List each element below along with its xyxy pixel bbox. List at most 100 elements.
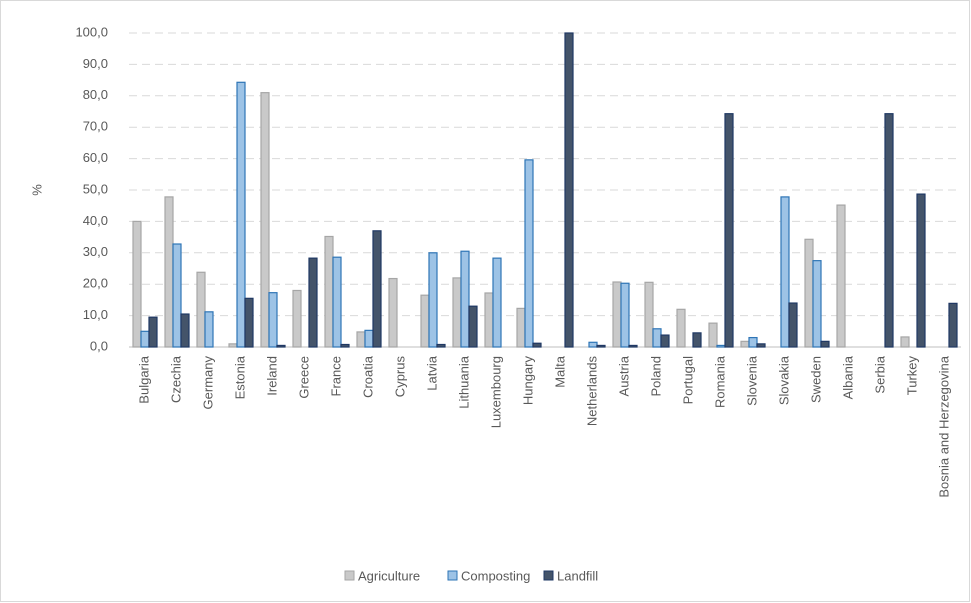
x-tick-label: Hungary [520,356,535,406]
bar [340,343,350,348]
y-tick-label: 80,0 [83,87,108,102]
x-tick-label: Netherlands [584,356,599,427]
bar [716,344,726,348]
bar [596,344,606,348]
bar [332,256,342,348]
x-tick-label: Greece [296,356,311,399]
bar [308,257,318,348]
legend-label: Agriculture [358,568,420,583]
bar [620,282,630,348]
x-tick-label: France [328,356,343,396]
x-tick-label: Austria [616,355,631,396]
bar [884,113,894,348]
y-tick-label: 0,0 [90,338,108,353]
x-tick-label: Lithuania [456,355,471,409]
y-tick-label: 20,0 [83,276,108,291]
x-tick-label: Turkey [904,356,919,396]
bar [676,308,686,348]
bar [468,305,478,348]
y-tick-label: 90,0 [83,56,108,71]
x-tick-label: Bosnia and Herzegovina [936,355,951,497]
bar [244,297,254,348]
bar [644,281,654,348]
bar [532,342,542,348]
y-tick-label: 70,0 [83,119,108,134]
bar [804,238,814,348]
y-tick-label: 60,0 [83,150,108,165]
bar [588,341,598,348]
x-tick-label: Romania [712,355,727,408]
bar [452,277,462,348]
bar [780,196,790,348]
bar [948,302,958,348]
bar [260,92,270,348]
legend-swatch [543,570,554,581]
bar [748,336,758,348]
bar [788,302,798,348]
bar [420,294,430,348]
bar [484,292,494,348]
bar [388,277,398,348]
legend-swatch [344,570,355,581]
bar [436,343,446,348]
y-tick-label: 40,0 [83,213,108,228]
x-tick-label: Czechia [168,355,183,403]
y-tick-label: 30,0 [83,244,108,259]
x-tick-label: Ireland [264,356,279,396]
bar [812,260,822,348]
legend-swatch [447,570,458,581]
x-tick-label: Albania [840,355,855,399]
x-tick-label: Estonia [232,355,247,399]
bar [708,322,718,348]
bar [372,230,382,348]
bar [492,257,502,348]
bar [652,328,662,348]
y-tick-label: 50,0 [83,181,108,196]
x-tick-label: Sweden [808,356,823,403]
bar [204,311,214,348]
bar [628,344,638,348]
bar [148,316,158,348]
bar [564,32,574,348]
x-tick-label: Malta [552,355,567,388]
bar [132,220,142,348]
bar [428,252,438,348]
x-tick-label: Slovakia [776,355,791,405]
y-tick-label: 100,0 [75,24,108,39]
legend-label: Composting [461,568,530,583]
x-tick-label: Germany [200,356,215,410]
bar [756,343,766,348]
bar [516,307,526,348]
bar [724,113,734,348]
x-tick-label: Latvia [424,355,439,390]
bar [836,204,846,348]
bar [268,292,278,348]
x-tick-label: Cyprus [392,356,407,398]
bar [276,344,286,348]
bar [524,159,534,348]
bar [196,271,206,348]
bar [820,340,830,348]
bar [356,331,366,348]
bar [180,313,190,348]
x-tick-label: Poland [648,356,663,396]
bar [364,329,374,348]
x-tick-label: Slovenia [744,355,759,406]
bar [324,235,334,348]
bar [692,332,702,348]
x-tick-label: Portugal [680,356,695,405]
bar [916,193,926,348]
bar [740,340,750,348]
x-tick-label: Luxembourg [488,356,503,428]
bar [172,243,182,348]
bar [236,81,246,348]
y-axis-label: % [29,184,44,196]
bar [900,336,910,348]
x-tick-label: Bulgaria [136,355,151,403]
bar [612,281,622,348]
bar [228,343,238,348]
bar [164,196,174,348]
bar [292,289,302,348]
x-tick-label: Croatia [360,355,375,398]
